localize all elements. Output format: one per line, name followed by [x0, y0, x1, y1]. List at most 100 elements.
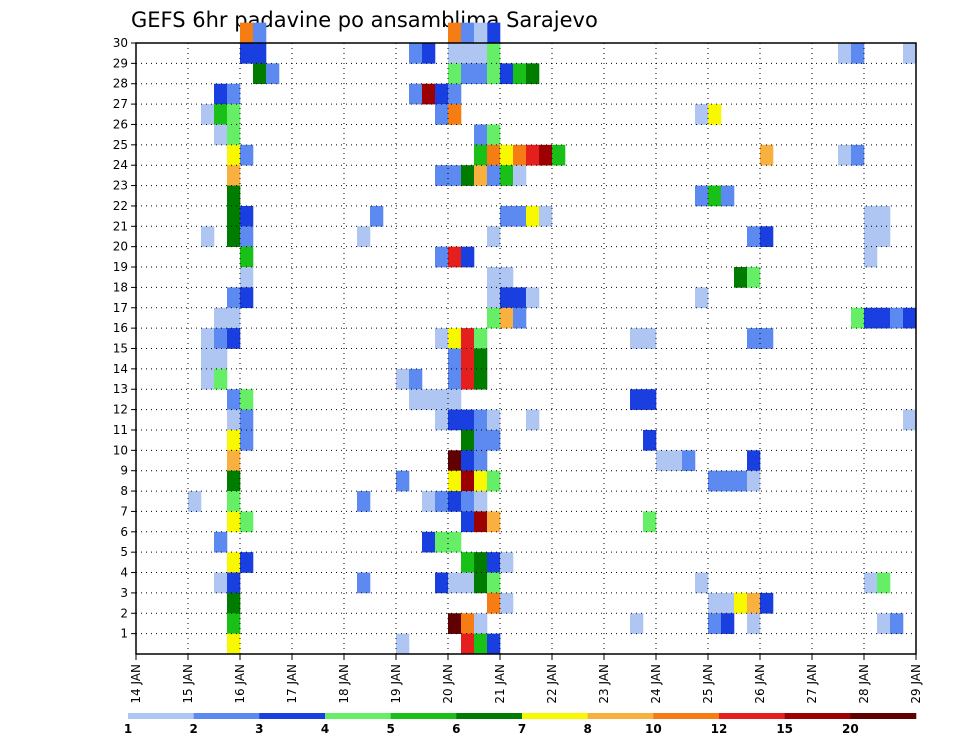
x-tick-label: 28 JAN	[857, 664, 871, 704]
colorbar-label: 7	[518, 722, 526, 736]
heatmap-cell	[864, 307, 878, 329]
heatmap-cell	[734, 592, 748, 614]
heatmap-cell	[526, 409, 540, 431]
x-tick-label: 29 JAN	[909, 664, 923, 704]
heatmap-cell	[201, 368, 215, 390]
heatmap-cell	[500, 552, 514, 573]
heatmap-cell	[227, 389, 241, 410]
heatmap-cell	[760, 328, 774, 349]
heatmap-cell	[838, 144, 852, 166]
y-tick-label: 24	[113, 158, 128, 172]
heatmap-cell	[448, 43, 462, 64]
y-tick-label: 22	[113, 199, 128, 213]
heatmap-cell	[448, 104, 462, 125]
heatmap-cell	[240, 409, 254, 431]
heatmap-cell	[227, 226, 241, 247]
colorbar-swatch	[522, 713, 588, 719]
heatmap-cell	[396, 470, 410, 492]
heatmap-cell	[227, 165, 241, 186]
colorbar-label: 12	[711, 722, 728, 736]
heatmap-cell	[539, 144, 553, 166]
heatmap-cell	[435, 491, 449, 512]
heatmap-cell	[409, 389, 423, 410]
heatmap-cell	[214, 83, 228, 105]
y-tick-label: 13	[113, 382, 128, 396]
heatmap-cell	[227, 613, 241, 634]
heatmap-cell	[747, 470, 761, 492]
heatmap-cell	[513, 63, 527, 85]
colorbar-swatch	[784, 713, 851, 719]
heatmap-cell	[760, 226, 774, 247]
heatmap-cell	[214, 531, 228, 553]
heatmap-cell	[630, 328, 644, 349]
heatmap-cell	[864, 226, 878, 247]
y-tick-label: 5	[120, 545, 128, 559]
heatmap-cell	[487, 409, 501, 431]
x-axis: 14 JAN 15 JAN 16 JAN 17 JAN 18 JAN 19 JAN 20 J…	[129, 654, 923, 704]
y-tick-label: 20	[113, 240, 128, 254]
heatmap-cell	[734, 470, 748, 492]
heatmap-cell	[214, 328, 228, 349]
x-tick-label: 22 JAN	[545, 664, 559, 704]
heatmap-cell	[422, 83, 436, 105]
heatmap-cell	[747, 592, 761, 614]
heatmap-cell	[500, 267, 514, 288]
heatmap-cell	[721, 613, 735, 634]
heatmap-cell	[500, 287, 514, 309]
heatmap-cell	[487, 633, 501, 655]
y-tick-label: 17	[113, 301, 128, 315]
heatmap-cell	[474, 368, 488, 390]
heatmap-cell	[227, 205, 241, 227]
y-tick-label: 15	[113, 342, 128, 356]
heatmap-cell	[487, 144, 501, 166]
heatmap-cell	[448, 165, 462, 186]
heatmap-cell	[240, 267, 254, 288]
heatmap-cell	[708, 470, 722, 492]
heatmap-cell	[370, 205, 384, 227]
heatmap-cell	[851, 307, 865, 329]
heatmap-cell	[227, 491, 241, 512]
heatmap-cell	[474, 429, 488, 451]
heatmap-cell	[552, 144, 566, 166]
y-tick-label: 30	[113, 36, 128, 50]
heatmap-cell	[461, 511, 475, 533]
heatmap-cell	[903, 307, 917, 329]
x-tick-label: 23 JAN	[597, 664, 611, 704]
heatmap-cell	[461, 165, 475, 186]
heatmap-cell	[435, 83, 449, 105]
heatmap-cell	[487, 287, 501, 309]
y-tick-label: 16	[113, 321, 128, 335]
heatmap-cell	[448, 328, 462, 349]
heatmap-cell	[422, 43, 436, 64]
heatmap-cell	[500, 144, 514, 166]
y-tick-label: 26	[113, 117, 128, 131]
heatmap-cell	[903, 409, 917, 431]
heatmap-cell	[747, 226, 761, 247]
heatmap-cell	[214, 104, 228, 125]
heatmap-cell	[500, 63, 514, 85]
heatmap-cell	[487, 572, 501, 594]
x-tick-label: 25 JAN	[701, 664, 715, 704]
heatmap-cell	[201, 104, 215, 125]
heatmap-cell	[630, 613, 644, 634]
heatmap-cell	[487, 22, 501, 44]
heatmap-cell	[201, 328, 215, 349]
heatmap-cell	[760, 592, 774, 614]
heatmap-cell	[227, 104, 241, 125]
y-tick-label: 3	[120, 586, 128, 600]
heatmap-cell	[227, 185, 241, 207]
heatmap-cell	[669, 450, 683, 471]
y-tick-label: 1	[120, 627, 128, 641]
colorbar-label: 15	[776, 722, 793, 736]
heatmap-cell	[474, 572, 488, 594]
y-tick-label: 21	[113, 219, 128, 233]
colorbar-swatch	[390, 713, 457, 719]
y-tick-label: 12	[113, 403, 128, 417]
x-tick-label: 20 JAN	[441, 664, 455, 704]
heatmap-cell	[435, 531, 449, 553]
heatmap-cell	[240, 552, 254, 573]
heatmap-cell	[253, 43, 267, 64]
heatmap-cell	[500, 165, 514, 186]
heatmap-cell	[474, 409, 488, 431]
heatmap-cell	[253, 63, 267, 85]
